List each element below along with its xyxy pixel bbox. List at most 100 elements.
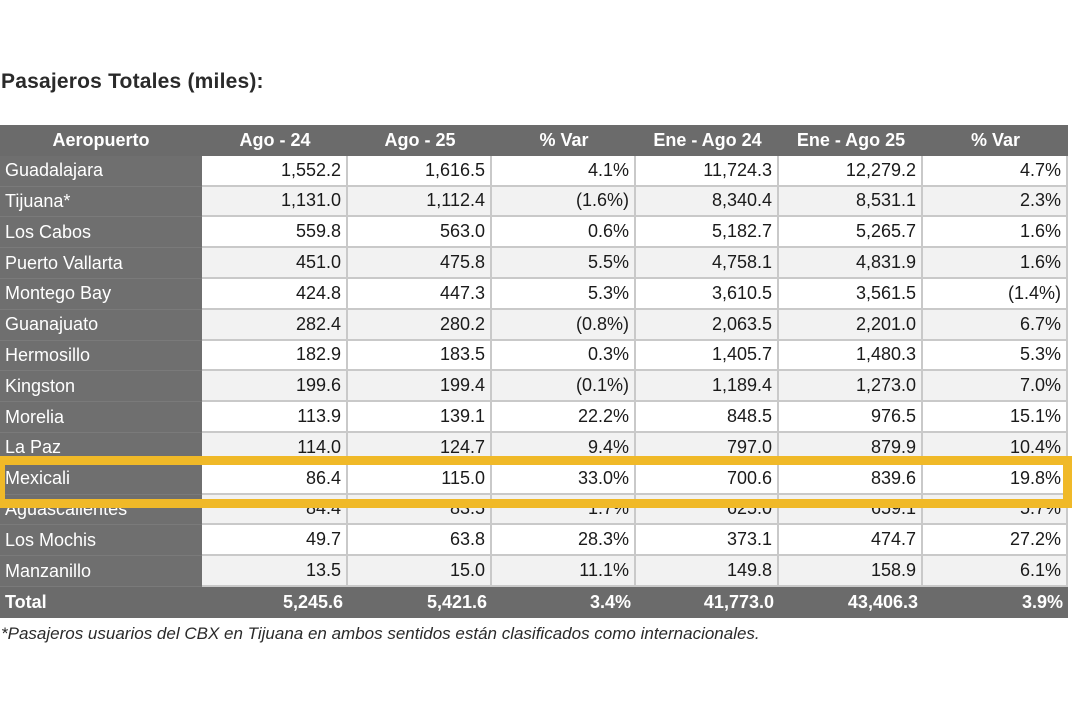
table-cell: 5.3% [492, 278, 636, 310]
total-cell: 41,773.0 [636, 586, 779, 618]
table-cell: 28.3% [492, 525, 636, 557]
total-cell: 3.9% [923, 586, 1068, 618]
column-header: % Var [492, 125, 636, 156]
table-cell: 1,480.3 [779, 340, 923, 372]
total-cell: 3.4% [492, 586, 636, 618]
table-cell: 13.5 [202, 556, 348, 587]
table-row: Puerto Vallarta 451.0 475.8 5.5% 4,758.1 4,83… [0, 248, 1068, 279]
total-row: Total 5,245.6 5,421.6 3.4% 41,773.0 43,406.3 3… [0, 586, 1068, 618]
passenger-table: Aeropuerto Ago - 24 Ago - 25% Var Ene - Ago… [0, 125, 1068, 618]
table-cell: 424.8 [202, 278, 348, 310]
table-cell: 9.4% [492, 432, 636, 464]
table-cell: 4,758.1 [636, 248, 779, 279]
table-row: Tijuana* 1,131.0 1,112.4 (1.6%) 8,340.4 8,531… [0, 186, 1068, 218]
table-cell: 114.0 [202, 432, 348, 464]
table-cell: 33.0% [492, 463, 636, 495]
table-row: Manzanillo 13.5 15.0 11.1% 149.8 158.9 6.1% [0, 556, 1068, 587]
table-cell: 124.7 [348, 432, 492, 464]
table-cell: 559.8 [202, 217, 348, 249]
table-cell: 158.9 [779, 556, 923, 587]
table-cell: 10.4% [923, 432, 1068, 464]
table-cell: 1,131.0 [202, 186, 348, 218]
table-row: Los Mochis 49.7 63.8 28.3% 373.1 474.7 27.2% [0, 525, 1068, 557]
airport-name: Tijuana* [0, 186, 202, 218]
table-cell: 5.3% [923, 340, 1068, 372]
table-cell: 5.5% [492, 248, 636, 279]
table-cell: 797.0 [636, 432, 779, 464]
table-cell: 8,531.1 [779, 186, 923, 218]
table-cell: 84.4 [202, 494, 348, 526]
table-cell: 183.5 [348, 340, 492, 372]
table-row: Guadalajara 1,552.2 1,616.5 4.1% 11,724.3 12,… [0, 155, 1068, 187]
total-label: Total [0, 586, 202, 618]
table-cell: 2,201.0 [779, 309, 923, 341]
airport-name: Mexicali [0, 463, 202, 495]
table-cell: 839.6 [779, 463, 923, 495]
airport-name: Guanajuato [0, 309, 202, 341]
table-row: La Paz 114.0 124.7 9.4% 797.0 879.9 10.4% [0, 432, 1068, 464]
table-cell: 6.7% [923, 309, 1068, 341]
table-cell: 7.0% [923, 371, 1068, 403]
table-row: Los Cabos 559.8 563.0 0.6% 5,182.7 5,265.7 1.6… [0, 217, 1068, 249]
table-cell: 475.8 [348, 248, 492, 279]
column-header: Ago - 24 [202, 125, 348, 156]
page-title: Pasajeros Totales (miles): [1, 70, 264, 93]
table-cell: 1.6% [923, 217, 1068, 249]
table-cell: 15.0 [348, 556, 492, 587]
table-cell: 659.1 [779, 494, 923, 526]
table-cell: 63.8 [348, 525, 492, 557]
column-header: Ene - Ago 25 [779, 125, 923, 156]
table-cell: 879.9 [779, 432, 923, 464]
table-cell: 115.0 [348, 463, 492, 495]
table-cell: 5,265.7 [779, 217, 923, 249]
table-cell: 0.3% [492, 340, 636, 372]
table-row: Mexicali 86.4 115.0 33.0% 700.6 839.6 19.8% [0, 463, 1068, 495]
column-header: Ago - 25 [348, 125, 492, 156]
table-cell: 4,831.9 [779, 248, 923, 279]
table-cell: 22.2% [492, 402, 636, 433]
airport-name: Los Mochis [0, 525, 202, 557]
table-cell: 447.3 [348, 278, 492, 310]
table-cell: 8,340.4 [636, 186, 779, 218]
table-cell: 563.0 [348, 217, 492, 249]
table-cell: 149.8 [636, 556, 779, 587]
table-cell: 1.6% [923, 248, 1068, 279]
table-cell: 1,112.4 [348, 186, 492, 218]
total-cell: 5,421.6 [348, 586, 492, 618]
table-cell: 2,063.5 [636, 309, 779, 341]
total-cell: 5,245.6 [202, 586, 348, 618]
airport-name: Guadalajara [0, 155, 202, 187]
total-cell: 43,406.3 [779, 586, 923, 618]
table-cell: 1,189.4 [636, 371, 779, 403]
table-cell: 373.1 [636, 525, 779, 557]
table-cell: 1.7% [492, 494, 636, 526]
column-header: Aeropuerto [0, 125, 202, 156]
table-row: Guanajuato 282.4 280.2 (0.8%) 2,063.5 2,201.0… [0, 309, 1068, 341]
airport-name: Puerto Vallarta [0, 248, 202, 279]
table-cell: 199.4 [348, 371, 492, 403]
footnote: *Pasajeros usuarios del CBX en Tijuana e… [1, 624, 760, 643]
table-cell: 1,616.5 [348, 155, 492, 187]
table-cell: 848.5 [636, 402, 779, 433]
table-cell: 12,279.2 [779, 155, 923, 187]
table-row: Kingston 199.6 199.4 (0.1%) 1,189.4 1,273.0 7.… [0, 371, 1068, 403]
airport-name: Montego Bay [0, 278, 202, 310]
table-cell: 83.5 [348, 494, 492, 526]
table-cell: 2.3% [923, 186, 1068, 218]
table-row: Hermosillo 182.9 183.5 0.3% 1,405.7 1,480.3 5.… [0, 340, 1068, 372]
column-header: % Var [923, 125, 1068, 156]
table-cell: 451.0 [202, 248, 348, 279]
table-cell: 11,724.3 [636, 155, 779, 187]
table-cell: 280.2 [348, 309, 492, 341]
table-cell: 4.1% [492, 155, 636, 187]
table-cell: 1,552.2 [202, 155, 348, 187]
table-cell: 5,182.7 [636, 217, 779, 249]
table-cell: 3,561.5 [779, 278, 923, 310]
airport-name: Aguascalientes [0, 494, 202, 526]
airport-name: Kingston [0, 371, 202, 403]
table-cell: 6.1% [923, 556, 1068, 587]
table-cell: 625.0 [636, 494, 779, 526]
table-cell: 86.4 [202, 463, 348, 495]
table-cell: (0.1%) [492, 371, 636, 403]
table-row: Aguascalientes 84.4 83.5 1.7% 625.0 659.1 5.7% [0, 494, 1068, 526]
